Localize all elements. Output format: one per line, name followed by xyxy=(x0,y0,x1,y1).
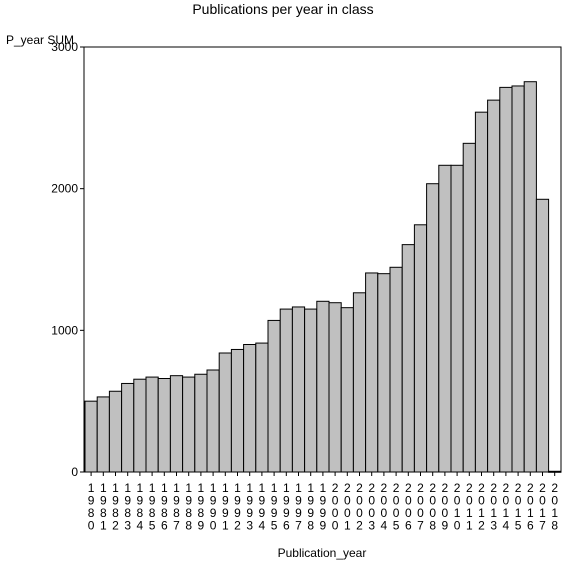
bar-2003 xyxy=(365,272,379,473)
bar-1986 xyxy=(157,378,171,473)
bar-2005 xyxy=(389,266,403,473)
bar-2012 xyxy=(474,111,489,473)
y-tick-label-0: 0 xyxy=(71,465,78,479)
bar-2015 xyxy=(511,85,525,473)
bar-2010 xyxy=(450,164,464,473)
x-axis: 1 9 8 0 1 9 8 1 1 9 8 2 1 9 8 3 1 9 8 4 1 9 8 5 1 9 8 6 1 9 8 7 1 9 8 8 1 9 8 9… xyxy=(88,472,558,533)
bar-2004 xyxy=(377,273,391,473)
bar-1985 xyxy=(145,376,159,473)
x-axis-label: Publication_year xyxy=(278,546,367,560)
bar-2016 xyxy=(523,81,537,473)
y-tick-label-1000: 1000 xyxy=(51,323,78,337)
bar-1996 xyxy=(279,308,293,473)
bar-1990 xyxy=(206,369,220,473)
bar-2001 xyxy=(340,307,354,473)
bar-2007 xyxy=(413,224,428,473)
chart-title: Publications per year in class xyxy=(192,1,373,17)
plot-frame xyxy=(83,46,562,473)
bar-1991 xyxy=(218,352,232,473)
bar-1998 xyxy=(304,308,318,473)
bar-1992 xyxy=(230,348,245,473)
bar-2011 xyxy=(462,142,476,473)
bar-1980 xyxy=(84,400,98,473)
bar-1989 xyxy=(194,373,208,473)
bar-1995 xyxy=(267,319,281,473)
y-axis: 0 1000 2000 3000 xyxy=(51,40,84,479)
bar-2008 xyxy=(426,183,440,473)
bar-1994 xyxy=(255,342,269,473)
bar-1988 xyxy=(182,376,196,473)
bar-1981 xyxy=(96,396,110,473)
bar-2017 xyxy=(535,198,550,473)
bar-1984 xyxy=(133,378,147,473)
y-tick-label-3000: 3000 xyxy=(51,40,78,54)
bar-2009 xyxy=(438,164,452,473)
y-tick-label-2000: 2000 xyxy=(51,182,78,196)
bar-2002 xyxy=(352,292,367,473)
bar-1987 xyxy=(169,375,184,473)
bar-2013 xyxy=(487,99,501,473)
bar-2000 xyxy=(328,302,342,473)
bar-2006 xyxy=(401,244,415,473)
bar-2014 xyxy=(499,86,513,473)
bar-1999 xyxy=(316,300,330,473)
bar-1997 xyxy=(291,306,306,473)
bar-1982 xyxy=(108,390,123,473)
bar-1983 xyxy=(121,382,135,473)
y-axis-label: P_year SUM xyxy=(6,33,74,47)
bars-group xyxy=(84,81,562,473)
bar-1993 xyxy=(243,344,257,473)
